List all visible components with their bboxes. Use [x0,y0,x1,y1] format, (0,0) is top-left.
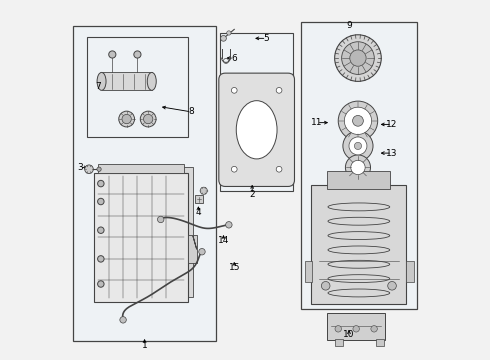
Circle shape [98,227,104,233]
Circle shape [227,31,231,35]
Circle shape [200,187,207,194]
Text: 13: 13 [386,149,398,158]
Bar [300,22,417,309]
Bar [73,26,216,341]
Ellipse shape [236,101,277,159]
Circle shape [140,111,156,127]
Circle shape [120,317,126,323]
Circle shape [199,248,205,255]
Text: 3: 3 [77,163,83,172]
Circle shape [220,36,226,41]
Bar [335,339,343,346]
Bar [101,72,152,90]
Circle shape [276,166,282,172]
Circle shape [119,111,135,127]
Circle shape [134,51,141,58]
Circle shape [353,116,364,126]
Circle shape [144,114,153,124]
Circle shape [98,198,104,205]
Circle shape [345,155,370,180]
Bar [327,171,390,189]
Circle shape [353,325,359,332]
Text: 6: 6 [231,54,237,63]
Circle shape [338,101,378,140]
Circle shape [231,166,237,172]
Circle shape [350,50,366,66]
Ellipse shape [147,72,156,90]
Bar [100,167,193,297]
Text: 7: 7 [95,82,101,91]
Bar [95,173,188,302]
Ellipse shape [97,72,106,90]
Text: 4: 4 [196,208,201,217]
Circle shape [98,256,104,262]
Circle shape [343,131,373,161]
Circle shape [344,107,371,134]
Text: 5: 5 [264,34,270,43]
Bar [195,195,203,203]
Circle shape [225,222,232,228]
Bar [188,234,196,263]
Circle shape [342,42,374,75]
Text: 9: 9 [346,21,352,30]
Circle shape [276,87,282,93]
Circle shape [371,325,377,332]
Bar [87,37,188,137]
Text: 14: 14 [218,237,229,246]
Bar [311,185,406,304]
Circle shape [157,216,164,223]
Circle shape [388,282,396,290]
Circle shape [97,167,101,171]
Circle shape [335,35,381,81]
Text: 8: 8 [188,107,194,116]
Circle shape [349,137,367,155]
Circle shape [321,282,330,290]
Bar [98,164,184,173]
Circle shape [98,281,104,287]
Text: 1: 1 [142,341,147,350]
Circle shape [354,142,362,149]
Circle shape [85,165,93,174]
Circle shape [351,160,365,175]
Circle shape [98,180,104,187]
Bar [406,261,414,282]
Bar [376,339,384,346]
Text: 12: 12 [386,120,398,129]
Text: 15: 15 [228,264,240,273]
Text: 2: 2 [249,190,255,199]
FancyBboxPatch shape [219,73,294,186]
Bar [327,313,385,339]
Circle shape [109,51,116,58]
Text: 10: 10 [343,330,355,339]
Circle shape [122,114,131,124]
Bar [305,261,312,282]
Text: 11: 11 [311,118,322,127]
Bar [220,33,294,191]
Circle shape [231,87,237,93]
Circle shape [335,325,342,332]
